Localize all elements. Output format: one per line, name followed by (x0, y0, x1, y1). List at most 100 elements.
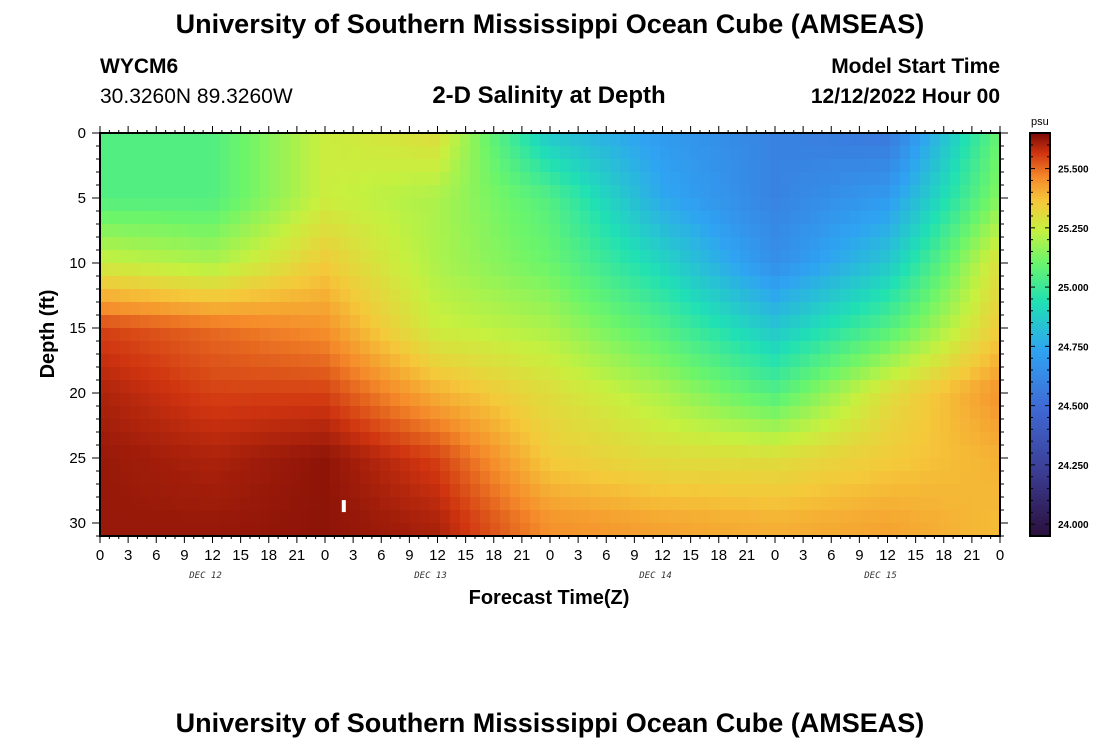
heatmap-cell (650, 497, 661, 511)
heatmap-cell (260, 432, 271, 446)
heatmap-cell (560, 341, 571, 355)
heatmap-cell (380, 432, 391, 446)
heatmap-cell (390, 328, 401, 342)
heatmap-cell (440, 458, 451, 472)
heatmap-cell (130, 172, 141, 186)
heatmap-cell (730, 393, 741, 407)
heatmap-cell (970, 172, 981, 186)
heatmap-cell (610, 146, 621, 160)
heatmap-cell (110, 172, 121, 186)
heatmap-cell (800, 250, 811, 264)
heatmap-cell (610, 432, 621, 446)
heatmap-cell (930, 510, 941, 524)
heatmap-cell (180, 458, 191, 472)
heatmap-cell (370, 211, 381, 225)
heatmap-cell (190, 393, 201, 407)
heatmap-cell (370, 302, 381, 316)
heatmap-cell (740, 458, 751, 472)
heatmap-cell (290, 341, 301, 355)
colorbar-tick-label: 25.000 (1058, 283, 1089, 294)
heatmap-cell (250, 432, 261, 446)
heatmap-cell (100, 211, 111, 225)
heatmap-cell (550, 471, 561, 485)
heatmap-cell (240, 211, 251, 225)
heatmap-cell (950, 406, 961, 420)
heatmap-cell (880, 497, 891, 511)
heatmap-cell (340, 159, 351, 173)
heatmap-cell (820, 146, 831, 160)
heatmap-cell (790, 380, 801, 394)
heatmap-cell (330, 406, 341, 420)
heatmap-cell (900, 341, 911, 355)
heatmap-cell (160, 432, 171, 446)
heatmap-cell (870, 198, 881, 212)
heatmap-cell (520, 185, 531, 199)
heatmap-cell (530, 432, 541, 446)
heatmap-cell (280, 523, 291, 537)
heatmap-cell (550, 211, 561, 225)
heatmap-cell (500, 419, 511, 433)
heatmap-cell (420, 133, 431, 147)
heatmap-cell (130, 406, 141, 420)
heatmap-cell (250, 276, 261, 290)
heatmap-cell (910, 315, 921, 329)
heatmap-cell (950, 146, 961, 160)
heatmap-cell (900, 159, 911, 173)
heatmap-cell (370, 172, 381, 186)
heatmap-cell (900, 445, 911, 459)
heatmap-cell (240, 224, 251, 238)
x-tick-label: 0 (996, 547, 1004, 564)
heatmap-cell (230, 224, 241, 238)
heatmap-cell (840, 341, 851, 355)
heatmap-cell (300, 211, 311, 225)
heatmap-cell (370, 406, 381, 420)
heatmap-cell (810, 497, 821, 511)
heatmap-cell (440, 133, 451, 147)
heatmap-cell (620, 289, 631, 303)
heatmap-cell (250, 263, 261, 277)
heatmap-cell (160, 328, 171, 342)
heatmap-cell (450, 237, 461, 251)
heatmap-cell (620, 159, 631, 173)
heatmap-cell (700, 406, 711, 420)
heatmap-cell (880, 133, 891, 147)
heatmap-cell (360, 445, 371, 459)
heatmap-cell (660, 133, 671, 147)
heatmap-cell (600, 172, 611, 186)
heatmap-cell (980, 315, 991, 329)
heatmap-cell (140, 432, 151, 446)
heatmap-cell (460, 380, 471, 394)
heatmap-cell (550, 185, 561, 199)
heatmap-cell (790, 328, 801, 342)
heatmap-cell (910, 510, 921, 524)
heatmap-cell (850, 354, 861, 368)
heatmap-cell (780, 445, 791, 459)
heatmap-cell (200, 146, 211, 160)
heatmap-cell (410, 159, 421, 173)
heatmap-cell (300, 237, 311, 251)
heatmap-cell (610, 302, 621, 316)
heatmap-cell (190, 406, 201, 420)
heatmap-cell (740, 432, 751, 446)
heatmap-cell (300, 159, 311, 173)
heatmap-cell (230, 159, 241, 173)
heatmap-cell (910, 250, 921, 264)
heatmap-cell (380, 302, 391, 316)
heatmap-cell (430, 172, 441, 186)
heatmap-cell (190, 302, 201, 316)
heatmap-cell (460, 224, 471, 238)
heatmap-cell (390, 146, 401, 160)
heatmap-cell (680, 328, 691, 342)
heatmap-cell (390, 341, 401, 355)
heatmap-cell (620, 510, 631, 524)
heatmap-cell (520, 380, 531, 394)
heatmap-cell (750, 289, 761, 303)
heatmap-cell (620, 497, 631, 511)
y-axis-label: Depth (ft) (37, 290, 59, 379)
heatmap-cell (650, 198, 661, 212)
heatmap-cell (810, 380, 821, 394)
heatmap-cell (370, 341, 381, 355)
heatmap-cell (280, 185, 291, 199)
heatmap-cell (810, 458, 821, 472)
heatmap-cell (220, 497, 231, 511)
